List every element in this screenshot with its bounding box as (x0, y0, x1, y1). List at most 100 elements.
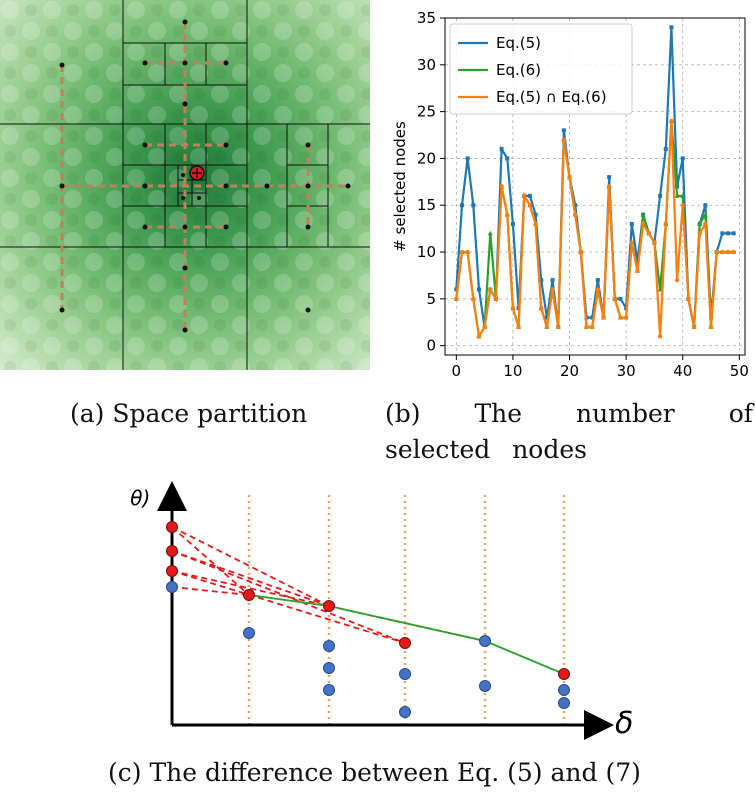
selected-nodes-chart: 0 10 20 30 40 50 0 5 10 15 20 25 30 35 # selected node… (391, 10, 749, 380)
y-axis-label: # selected nodes (391, 121, 409, 252)
data-point (595, 278, 600, 283)
data-point (703, 221, 708, 227)
partition-nodes (59, 19, 351, 333)
x-tick-label: 50 (730, 362, 749, 380)
y-tick-label: 5 (426, 290, 436, 308)
data-point (550, 278, 555, 283)
green-envelope-line (248, 594, 565, 675)
data-point (499, 147, 504, 152)
space-partition-figure (0, 0, 370, 370)
data-point (505, 212, 510, 217)
data-point (680, 203, 685, 208)
difference-diagram: ℒ(θ) δ (130, 481, 633, 741)
data-point (640, 212, 646, 217)
data-point (454, 296, 459, 302)
data-point (703, 203, 708, 208)
data-point (459, 249, 465, 255)
data-point (686, 296, 691, 302)
data-point (669, 118, 674, 124)
data-point (623, 315, 629, 320)
data-point (487, 230, 493, 236)
data-point (589, 324, 595, 330)
y-tick-label: 10 (417, 243, 436, 261)
caption-c: (c) The difference between Eq. (5) and (… (108, 758, 641, 787)
data-point (544, 324, 550, 330)
x-tick-label: 20 (560, 362, 579, 380)
y-axis-label: ℒ(θ) (130, 486, 150, 510)
data-point (482, 324, 487, 330)
data-point (544, 315, 549, 320)
data-point (533, 212, 538, 217)
x-tick-label: 30 (617, 362, 636, 380)
y-tick-label: 15 (417, 196, 436, 214)
data-point (471, 203, 476, 208)
data-point (691, 324, 697, 330)
data-point (606, 184, 612, 189)
caption-a: (a) Space partition (70, 399, 308, 428)
data-point (522, 193, 527, 199)
data-point (584, 324, 589, 330)
data-point (476, 334, 482, 339)
data-point (533, 221, 538, 227)
y-tick-label: 20 (417, 149, 436, 167)
data-point (516, 324, 521, 330)
plot-frame (444, 17, 746, 356)
data-point (697, 231, 702, 236)
data-point (629, 240, 634, 245)
data-point (499, 184, 504, 189)
data-point (590, 315, 595, 320)
data-point (561, 137, 567, 142)
data-point (618, 296, 623, 301)
data-point (635, 268, 640, 273)
red-nodes (166, 521, 570, 680)
legend-label: Eq.(6) (496, 61, 541, 79)
data-point (567, 174, 572, 180)
data-point (550, 287, 555, 292)
data-point (573, 203, 578, 208)
data-point (674, 193, 680, 198)
data-point (488, 287, 493, 292)
x-tick-label: 0 (452, 362, 462, 380)
legend-box (449, 23, 633, 115)
data-point (476, 287, 481, 292)
x-tick-label: 10 (503, 362, 522, 380)
data-point (680, 193, 686, 198)
data-point (471, 296, 476, 302)
data-point (595, 287, 601, 292)
data-point (578, 249, 584, 255)
data-point (561, 128, 566, 133)
data-point (646, 231, 651, 236)
data-point (680, 156, 685, 161)
data-point (720, 231, 725, 236)
data-point (663, 147, 668, 152)
data-point (674, 277, 680, 283)
data-point (731, 249, 736, 255)
x-tick-label: 40 (673, 362, 692, 380)
data-point (663, 221, 668, 227)
data-point (669, 25, 674, 30)
data-point (629, 221, 634, 226)
data-point (725, 249, 731, 255)
data-point (657, 334, 663, 339)
y-tick-label: 35 (417, 10, 436, 27)
blue-nodes (166, 581, 570, 718)
data-point (708, 324, 714, 330)
data-point (731, 231, 736, 236)
data-point (702, 212, 708, 217)
x-axis-label: δ (615, 706, 633, 741)
legend-label: Eq.(5) ∩ Eq.(6) (496, 88, 607, 106)
legend-label: Eq.(5) (496, 34, 541, 52)
data-point (640, 221, 646, 227)
data-point (465, 249, 470, 255)
series-line-3 (455, 120, 734, 340)
y-tick-label: 30 (417, 56, 436, 74)
data-point (720, 249, 725, 255)
caption-b: (b) The number of selected nodes (385, 399, 753, 464)
data-point (612, 296, 618, 302)
data-point (510, 221, 515, 226)
data-point (454, 287, 459, 292)
data-point (510, 305, 516, 311)
y-tick-label: 0 (426, 337, 436, 355)
data-point (618, 315, 623, 320)
data-point (714, 249, 719, 255)
